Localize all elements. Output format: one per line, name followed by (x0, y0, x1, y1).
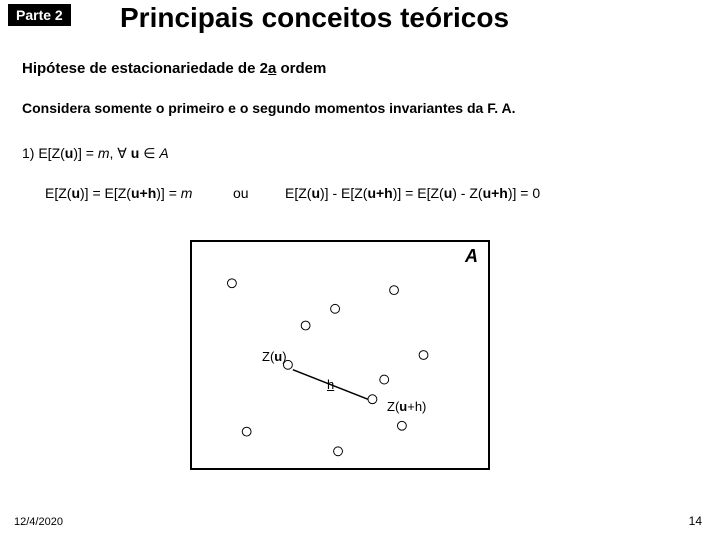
page-title: Principais conceitos teóricos (120, 2, 509, 34)
footer-page-number: 14 (689, 514, 702, 528)
eq4f: u (444, 185, 453, 201)
eq4d: u+h (367, 185, 392, 201)
sample-point (380, 375, 389, 384)
sample-point (419, 351, 428, 360)
eq1-m: m (98, 145, 110, 161)
part-badge: Parte 2 (8, 4, 71, 26)
eq4g: ) - Z( (452, 185, 482, 201)
equation-3-right: E[Z(u)] - E[Z(u+h)] = E[Z(u) - Z(u+h)] =… (285, 185, 540, 201)
subtitle-pre: Hipótese de estacionariedade de 2 (22, 60, 268, 77)
footer-date: 12/4/2020 (14, 516, 63, 528)
equation-3-left: E[Z(u)] = E[Z(u+h)] = m (45, 185, 192, 201)
eq1-pre: 1) E[Z( (22, 145, 65, 161)
eq1-mid: )] = (73, 145, 98, 161)
eq3e: )] = (156, 185, 181, 201)
eq3b: u (71, 185, 80, 201)
consider-line: Considera somente o primeiro e o segundo… (22, 100, 515, 116)
eq1-in: ∈ (139, 145, 159, 161)
sample-point (331, 304, 340, 313)
eq4c: )] - E[Z( (320, 185, 367, 201)
eq4a: E[Z( (285, 185, 311, 201)
diagram-region-A: A Z(u) Z(u+h) h (190, 240, 490, 470)
sample-point (390, 286, 399, 295)
eq3f: m (181, 185, 193, 201)
sample-point (242, 427, 251, 436)
eq1-comma: , ∀ (110, 145, 131, 161)
subtitle: Hipótese de estacionariedade de 2a ordem (22, 60, 326, 77)
sample-point (301, 321, 310, 330)
subtitle-post: ordem (276, 60, 326, 77)
eq4i: )] = 0 (508, 185, 540, 201)
eq4e: )] = E[Z( (393, 185, 444, 201)
sample-point (227, 279, 236, 288)
sample-point (368, 395, 377, 404)
sample-point (284, 360, 293, 369)
diagram-svg (192, 242, 488, 468)
eq3c: )] = E[Z( (80, 185, 131, 201)
eq3a: E[Z( (45, 185, 71, 201)
sample-point (334, 447, 343, 456)
eq1-A: A (159, 145, 168, 161)
sample-point (397, 421, 406, 430)
eq4b: u (311, 185, 320, 201)
eq4h: u+h (483, 185, 508, 201)
ou: ou (233, 185, 249, 201)
equation-1: 1) E[Z(u)] = m, ∀ u ∈ A (22, 145, 169, 162)
eq3d: u+h (131, 185, 156, 201)
